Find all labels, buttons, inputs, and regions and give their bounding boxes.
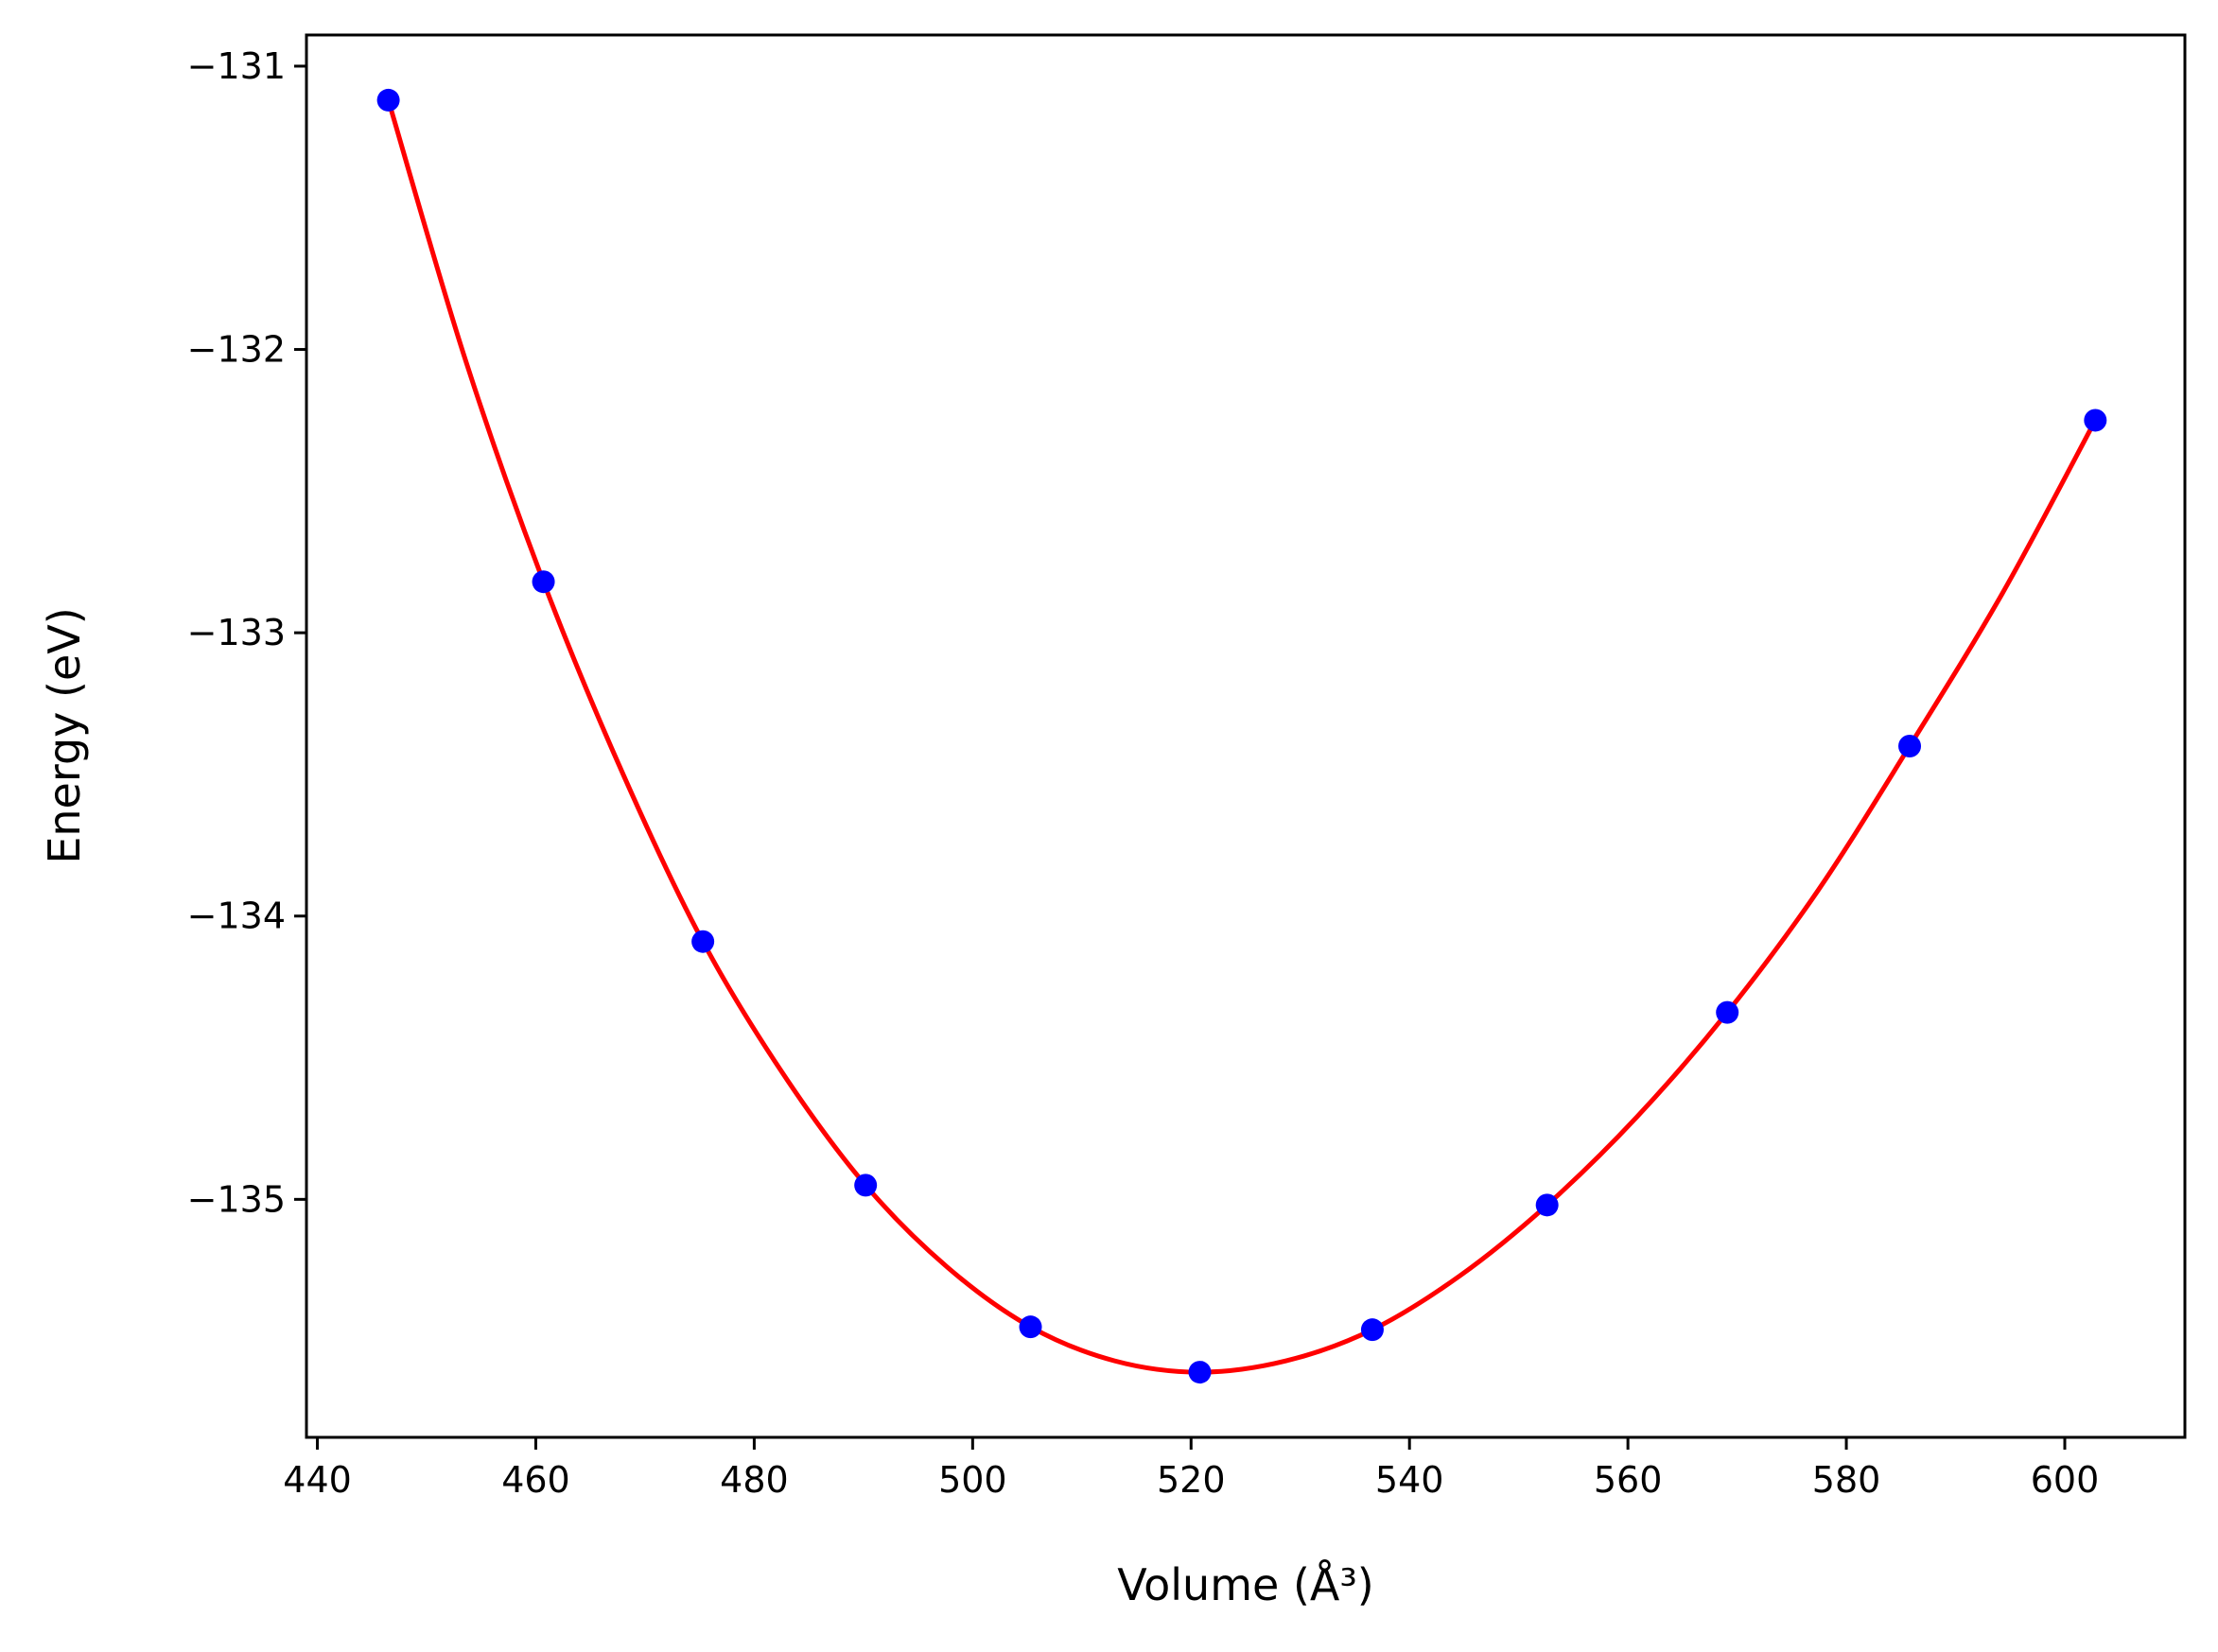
x-tick-label: 440	[283, 1459, 352, 1501]
x-tick-label: 500	[938, 1459, 1007, 1501]
y-tick-label: −131	[187, 45, 286, 87]
data-point	[691, 930, 715, 953]
y-tick-label: −132	[187, 329, 286, 371]
fit-curve	[386, 99, 2098, 1375]
x-tick-label: 520	[1157, 1459, 1226, 1501]
x-axis-label: Volume (Å³)	[1117, 1559, 1374, 1610]
data-point	[1535, 1193, 1559, 1217]
data-point	[1019, 1315, 1042, 1339]
data-point	[2084, 409, 2107, 432]
fit-curve-layer	[386, 99, 2098, 1375]
x-tick-label: 460	[501, 1459, 570, 1501]
data-point	[854, 1174, 878, 1197]
y-axis-ticks: −135 −134 −133 −132 −131	[187, 45, 306, 1220]
data-point	[376, 88, 400, 112]
data-point	[1360, 1318, 1384, 1342]
y-tick-label: −133	[187, 612, 286, 653]
x-tick-label: 600	[2031, 1459, 2100, 1501]
plot-area-frame	[305, 33, 2187, 1439]
x-tick-label: 540	[1375, 1459, 1444, 1501]
y-tick-label: −134	[187, 896, 286, 937]
data-point	[1716, 1000, 1739, 1024]
x-tick-label: 560	[1594, 1459, 1663, 1501]
data-point	[532, 570, 555, 594]
data-points-layer	[376, 88, 2107, 1384]
x-axis-ticks: 440 460 480 500 520 540 560 580 600	[283, 1437, 2099, 1501]
y-tick-label: −135	[187, 1178, 286, 1220]
x-tick-label: 480	[720, 1459, 789, 1501]
x-tick-label: 580	[1812, 1459, 1881, 1501]
y-axis-label: Energy (eV)	[39, 607, 90, 863]
data-point	[1188, 1361, 1212, 1384]
data-point	[1898, 734, 1922, 757]
